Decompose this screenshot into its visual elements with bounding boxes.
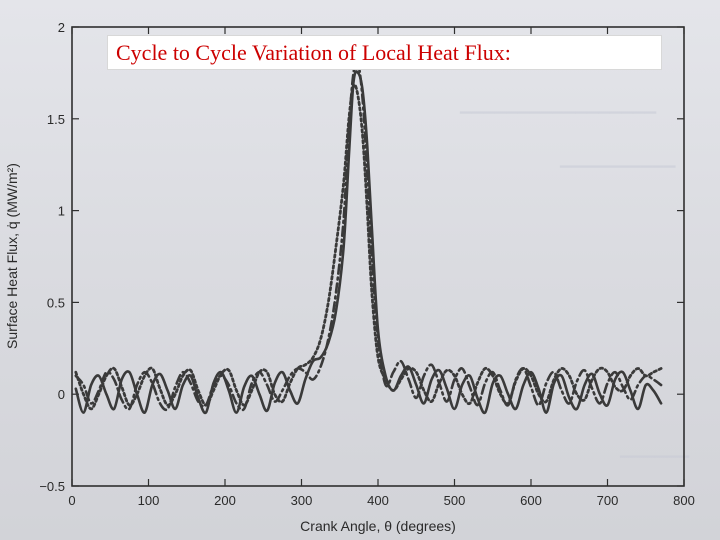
x-tick-label: 0 (68, 493, 75, 508)
y-tick-label: 2 (58, 20, 65, 35)
slide-title-box: Cycle to Cycle Variation of Local Heat F… (107, 35, 662, 70)
x-tick-label: 800 (673, 493, 695, 508)
x-axis-title: Crank Angle, θ (degrees) (300, 518, 456, 534)
x-tick-label: 400 (367, 493, 389, 508)
y-tick-label: 0.5 (47, 295, 65, 310)
x-tick-label: 100 (138, 493, 160, 508)
x-tick-label: 200 (214, 493, 236, 508)
bleed-through-text: ▁▁▁▁▁▁ (620, 442, 690, 458)
series-line-dotted (74, 83, 663, 411)
x-tick-label: 600 (520, 493, 542, 508)
bleed-through-text: ▁▁▁▁▁▁▁▁▁▁▁▁▁▁▁▁▁ (460, 98, 657, 114)
x-tick-label: 700 (597, 493, 619, 508)
plot-frame (71, 26, 685, 487)
slide-title: Cycle to Cycle Variation of Local Heat F… (116, 40, 511, 65)
y-axis: −0.5 0 0.5 1 1.5 2 (39, 20, 684, 494)
y-axis-title: Surface Heat Flux, q̇ (MW/m²) (4, 163, 20, 349)
y-tick-label: −0.5 (39, 479, 65, 494)
x-axis: 0 100 200 300 400 500 600 700 800 (68, 27, 695, 508)
y-tick-label: 0 (58, 387, 65, 402)
y-tick-label: 1.5 (47, 112, 65, 127)
x-tick-label: 300 (291, 493, 313, 508)
series-layer (74, 60, 663, 415)
y-tick-label: 1 (58, 204, 65, 219)
series-line-dash-dot (74, 60, 663, 412)
bleed-through-text: ▁▁▁▁▁▁▁▁▁▁ (560, 152, 676, 168)
x-tick-label: 500 (444, 493, 466, 508)
